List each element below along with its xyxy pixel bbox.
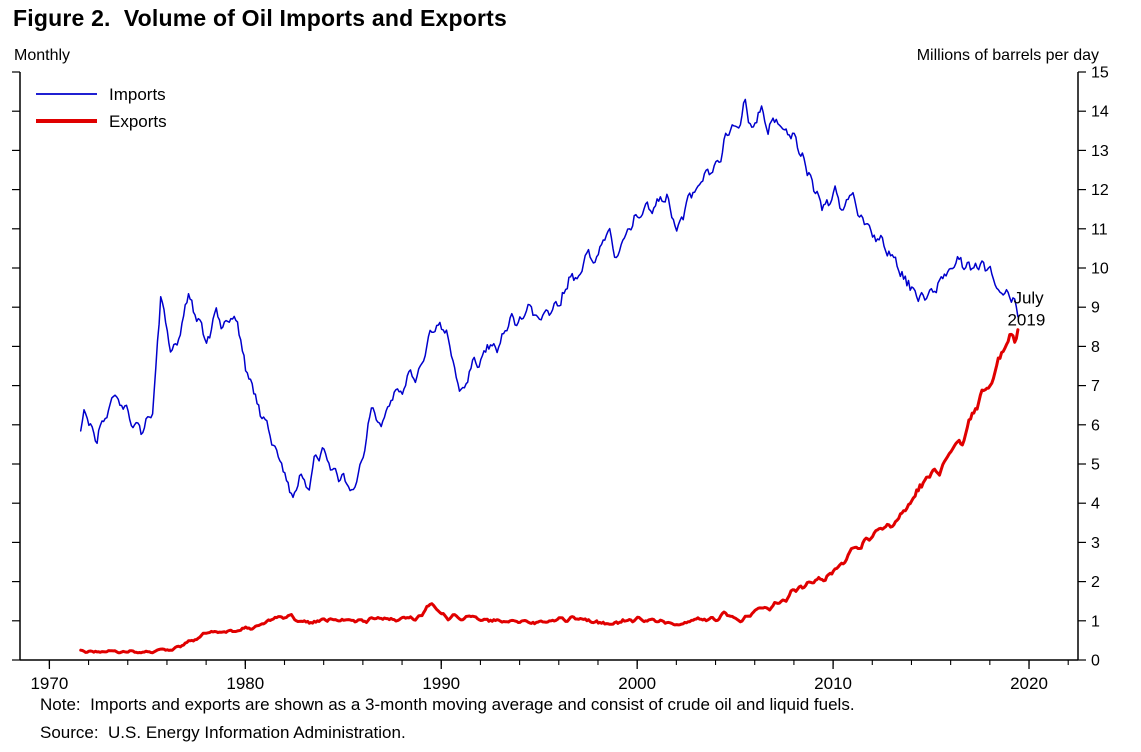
imports-legend-label: Imports — [109, 85, 166, 104]
figure-title: Figure 2. Volume of Oil Imports and Expo… — [13, 5, 507, 31]
x-axis: 1970 1980 1990 2000 2010 2020 — [30, 660, 1069, 693]
y-tick-label: 10 — [1091, 261, 1109, 278]
y-tick-label: 4 — [1091, 496, 1100, 513]
x-tick-label: 1970 — [30, 674, 68, 693]
y-tick-label: 8 — [1091, 339, 1100, 356]
x-tick-label: 1990 — [422, 674, 460, 693]
x-tick-label: 2010 — [814, 674, 852, 693]
y-tick-label: 11 — [1091, 221, 1108, 238]
annotation-line: July — [1013, 288, 1044, 307]
frequency-label: Monthly — [14, 47, 71, 64]
x-tick-label: 2020 — [1010, 674, 1048, 693]
exports-legend-label: Exports — [109, 112, 167, 131]
y-tick-label: 5 — [1091, 457, 1100, 474]
x-tick-label: 1980 — [226, 674, 264, 693]
y-tick-label: 1 — [1091, 613, 1100, 630]
y-tick-label: 13 — [1091, 143, 1109, 160]
annotation-line: 2019 — [1007, 310, 1045, 329]
latest-point-annotation: July 2019 — [1007, 288, 1045, 329]
y-tick-label: 0 — [1091, 653, 1100, 670]
chart-area: 0 1 2 3 4 5 6 7 8 9 10 11 12 13 14 15 1970 1980 1990 2000 20… — [0, 64, 1141, 710]
y-tick-label: 6 — [1091, 417, 1100, 434]
y-tick-label: 2 — [1091, 574, 1100, 591]
note-text: Note: Imports and exports are shown as a… — [40, 695, 855, 714]
legend: Imports Exports — [36, 85, 167, 131]
y-tick-label: 9 — [1091, 300, 1100, 317]
axes-frame — [19, 72, 1079, 661]
y-tick-label: 14 — [1091, 104, 1109, 121]
y-tick-label: 7 — [1091, 378, 1100, 395]
y-tick-label: 15 — [1091, 65, 1109, 82]
exports-series-line — [79, 328, 1020, 655]
y-tick-label: 3 — [1091, 535, 1100, 552]
source-text: Source: U.S. Energy Information Administ… — [40, 723, 406, 742]
y-tick-label: 12 — [1091, 182, 1109, 199]
x-tick-label: 2000 — [618, 674, 656, 693]
units-label: Millions of barrels per day — [916, 47, 1099, 64]
imports-series-line — [79, 98, 1019, 499]
